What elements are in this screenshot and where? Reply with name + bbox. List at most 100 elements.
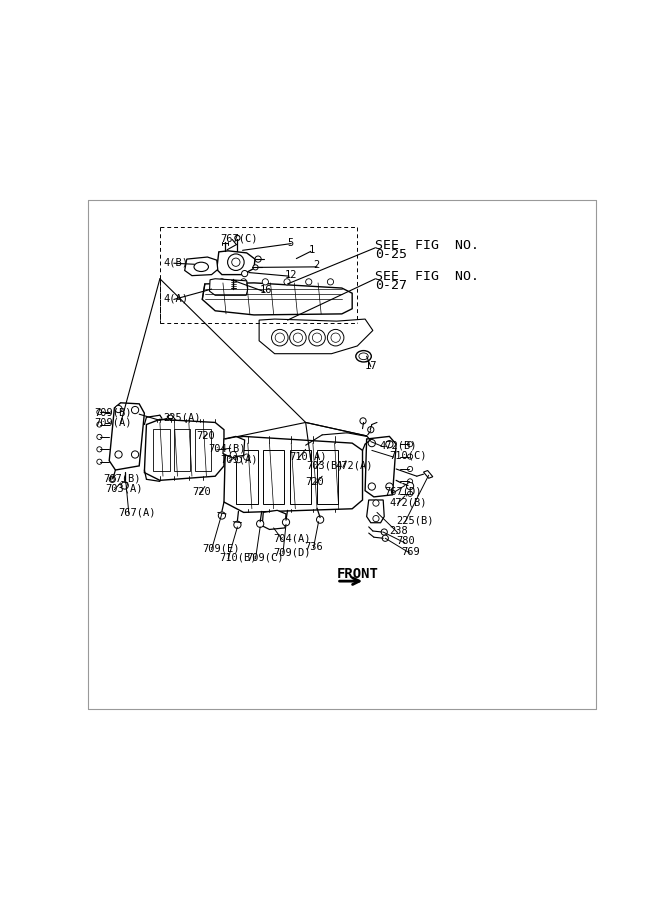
Text: 767(C): 767(C) <box>220 233 258 243</box>
Circle shape <box>331 333 340 342</box>
Text: 704(B): 704(B) <box>209 444 246 454</box>
Circle shape <box>327 279 334 285</box>
Circle shape <box>282 518 289 526</box>
Circle shape <box>382 536 388 541</box>
Text: 720: 720 <box>305 477 324 488</box>
Text: 709(B): 709(B) <box>95 407 132 417</box>
Polygon shape <box>185 257 217 275</box>
Text: 4(A): 4(A) <box>163 293 189 303</box>
Text: 769: 769 <box>402 546 420 557</box>
Polygon shape <box>109 403 144 470</box>
Circle shape <box>97 446 102 452</box>
Text: 704(A): 704(A) <box>273 533 311 544</box>
Polygon shape <box>217 251 255 274</box>
Circle shape <box>235 456 241 463</box>
Polygon shape <box>259 320 373 354</box>
Circle shape <box>360 418 366 424</box>
Circle shape <box>219 279 225 285</box>
Text: 720: 720 <box>196 431 215 441</box>
Text: 703(A): 703(A) <box>105 483 143 493</box>
Circle shape <box>218 512 225 519</box>
Circle shape <box>373 516 379 522</box>
Circle shape <box>289 329 306 346</box>
Circle shape <box>255 256 261 262</box>
Text: 472(B): 472(B) <box>390 497 427 507</box>
Polygon shape <box>424 471 433 478</box>
Circle shape <box>262 279 268 285</box>
Text: 710(B): 710(B) <box>219 553 256 562</box>
Circle shape <box>275 333 284 342</box>
Circle shape <box>327 329 344 346</box>
Circle shape <box>293 333 303 342</box>
Text: 472(B): 472(B) <box>379 440 417 450</box>
Text: 709(A): 709(A) <box>95 418 132 428</box>
Circle shape <box>368 439 376 446</box>
Ellipse shape <box>356 351 372 362</box>
Polygon shape <box>262 510 286 529</box>
Text: 703(B): 703(B) <box>307 461 344 471</box>
Circle shape <box>131 407 139 414</box>
Circle shape <box>408 454 413 459</box>
Bar <box>174 428 190 471</box>
Text: 710(A): 710(A) <box>289 452 327 462</box>
Circle shape <box>253 265 258 270</box>
Polygon shape <box>167 415 176 422</box>
Circle shape <box>284 279 290 285</box>
Text: 767(A): 767(A) <box>119 508 156 518</box>
Text: 225(A): 225(A) <box>163 412 201 422</box>
Circle shape <box>368 483 376 490</box>
Text: 710(C): 710(C) <box>390 451 427 461</box>
Circle shape <box>373 500 379 506</box>
Circle shape <box>386 440 393 448</box>
Polygon shape <box>209 279 247 295</box>
Bar <box>195 428 211 471</box>
Circle shape <box>241 279 247 285</box>
Bar <box>236 450 257 504</box>
Ellipse shape <box>359 353 368 360</box>
Circle shape <box>309 329 325 346</box>
Text: 709(E): 709(E) <box>202 544 239 554</box>
Circle shape <box>317 516 323 523</box>
Circle shape <box>231 258 240 266</box>
Circle shape <box>408 491 413 497</box>
Circle shape <box>257 520 263 527</box>
Text: 2: 2 <box>313 260 319 270</box>
Text: 1: 1 <box>308 245 314 255</box>
Circle shape <box>241 271 247 276</box>
Circle shape <box>406 482 414 490</box>
Polygon shape <box>202 283 352 315</box>
Circle shape <box>121 482 128 489</box>
Circle shape <box>368 427 374 433</box>
Ellipse shape <box>194 262 209 272</box>
Circle shape <box>271 329 288 346</box>
Bar <box>289 450 311 504</box>
Text: 736: 736 <box>305 542 323 552</box>
Circle shape <box>408 479 413 484</box>
Text: 767(B): 767(B) <box>103 473 141 483</box>
Circle shape <box>97 435 102 439</box>
Polygon shape <box>367 500 384 523</box>
Circle shape <box>386 483 393 490</box>
Bar <box>263 450 284 504</box>
Circle shape <box>230 452 236 457</box>
Text: FRONT: FRONT <box>337 567 379 581</box>
Circle shape <box>312 333 321 342</box>
Text: SEE  FIG  NO.: SEE FIG NO. <box>376 238 480 252</box>
Text: 16: 16 <box>260 285 273 295</box>
Bar <box>153 428 169 471</box>
Text: 5: 5 <box>287 238 293 248</box>
Text: 4(B): 4(B) <box>163 257 189 267</box>
Circle shape <box>109 476 115 482</box>
Circle shape <box>227 254 244 271</box>
Polygon shape <box>224 436 363 512</box>
Text: 472(A): 472(A) <box>336 461 373 471</box>
Text: 780: 780 <box>396 536 415 546</box>
Circle shape <box>97 459 102 464</box>
Text: 238: 238 <box>390 526 408 536</box>
Circle shape <box>381 529 388 535</box>
Circle shape <box>234 521 241 528</box>
Text: 709(C): 709(C) <box>246 553 283 562</box>
Text: 709(A): 709(A) <box>220 454 258 464</box>
Text: SEE  FIG  NO.: SEE FIG NO. <box>376 270 480 283</box>
Circle shape <box>97 422 102 427</box>
